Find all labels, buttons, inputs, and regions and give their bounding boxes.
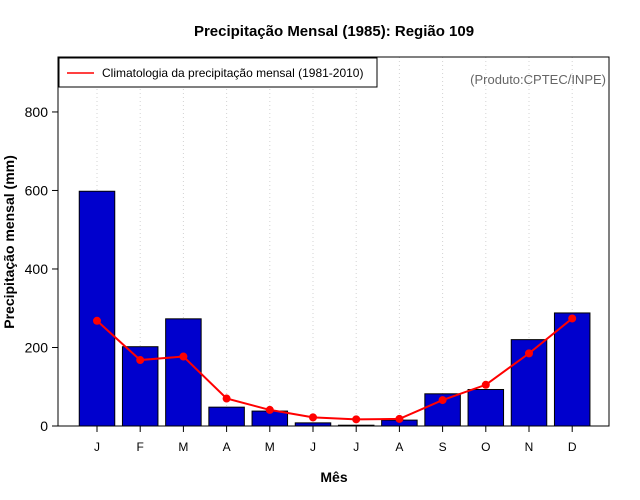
plot-frame xyxy=(57,56,610,427)
legend-box xyxy=(58,57,378,88)
x-tick-label: S xyxy=(439,440,447,454)
x-tick-label: M xyxy=(265,440,275,454)
x-tick-label: D xyxy=(568,440,577,454)
x-tick-label: F xyxy=(137,440,144,454)
y-tick-label: 800 xyxy=(25,104,49,120)
bar xyxy=(208,406,245,427)
legend: Climatologia da precipitação mensal (198… xyxy=(58,57,378,88)
x-tick-label: J xyxy=(310,440,316,454)
bar-series xyxy=(78,190,591,427)
climatology-point xyxy=(309,413,317,422)
bar xyxy=(165,318,202,427)
climatology-point xyxy=(525,349,533,358)
y-axis: 0 200 400 600 800 xyxy=(25,104,58,434)
x-axis-label: Mês xyxy=(320,469,347,485)
climatology-point xyxy=(265,405,274,414)
climatology-point xyxy=(438,396,447,405)
x-tick-label: J xyxy=(353,440,359,454)
grid-lines xyxy=(96,57,573,426)
climatology-point xyxy=(352,415,361,424)
y-tick-label: 200 xyxy=(25,339,49,355)
climatology-point xyxy=(222,394,231,403)
y-tick-label: 400 xyxy=(25,261,49,277)
climatology-point xyxy=(395,414,404,423)
climatology-line-series xyxy=(93,314,577,424)
legend-entry-climatology: Climatologia da precipitação mensal (198… xyxy=(102,66,363,80)
x-tick-label: J xyxy=(94,440,100,454)
x-tick-label: A xyxy=(395,440,403,454)
bar xyxy=(467,388,505,427)
x-tick-label: M xyxy=(178,440,188,454)
climatology-line xyxy=(96,317,573,421)
climatology-point xyxy=(179,352,188,361)
x-tick-label: O xyxy=(481,440,490,454)
y-tick-label: 600 xyxy=(25,182,49,198)
y-tick-label: 0 xyxy=(40,418,48,434)
x-tick-label: A xyxy=(223,440,231,454)
climatology-point xyxy=(568,314,577,323)
source-annotation: (Produto:CPTEC/INPE) xyxy=(470,72,606,87)
climatology-point xyxy=(481,380,490,389)
x-tick-label: N xyxy=(525,440,534,454)
climatology-point xyxy=(136,356,145,365)
chart-title: Precipitação Mensal (1985): Região 109 xyxy=(194,23,474,40)
bar xyxy=(78,190,116,427)
bar xyxy=(553,312,591,427)
climatology-point xyxy=(93,316,101,325)
y-axis-label: Precipitação mensal (mm) xyxy=(1,155,17,329)
